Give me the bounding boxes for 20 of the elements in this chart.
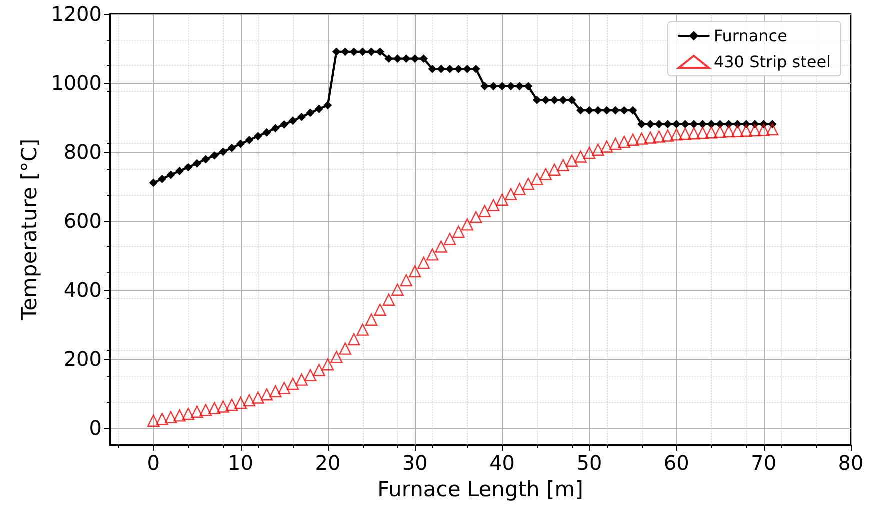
legend-label: 430 Strip steel	[714, 52, 831, 72]
y-axis-title: Temperature [°C]	[18, 138, 42, 322]
x-tick-label: 30	[402, 451, 428, 475]
x-tick-label: 0	[147, 451, 160, 475]
x-tick-label: 10	[228, 451, 254, 475]
y-tick-label: 1000	[51, 70, 102, 95]
x-tick-label: 20	[315, 451, 341, 475]
x-tick-label: 80	[838, 451, 864, 475]
y-tick-label: 800	[64, 140, 102, 164]
x-tick-label: 40	[490, 451, 516, 475]
x-tick-label: 50	[576, 451, 602, 475]
y-tick-label: 600	[64, 208, 102, 233]
y-tick-label: 1200	[51, 2, 102, 26]
legend-label: Furnance	[714, 26, 788, 46]
x-tick-label: 60	[664, 451, 690, 475]
y-tick-label: 200	[64, 346, 102, 371]
x-axis-title: Furnace Length [m]	[378, 478, 584, 502]
y-tick-label: 400	[64, 278, 102, 302]
y-tick-label: 0	[89, 416, 102, 440]
x-tick-label: 70	[751, 451, 777, 475]
